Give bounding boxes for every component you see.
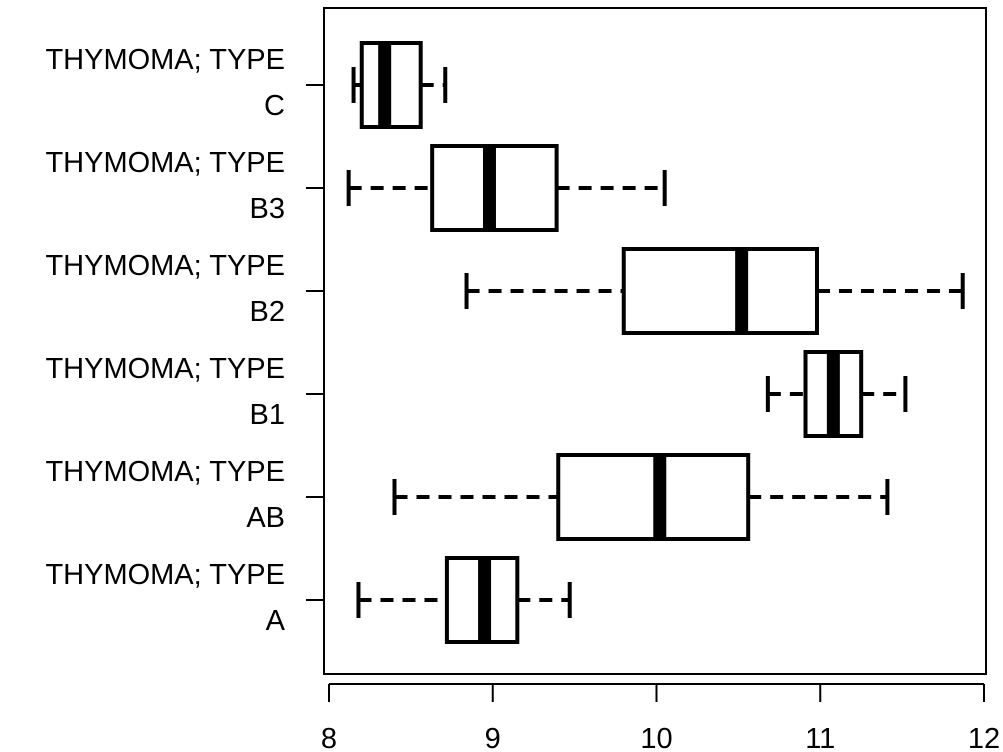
category-label-line2: A [266, 605, 286, 637]
box-group [351, 41, 448, 129]
category-label-line1: THYMOMA; TYPE [45, 353, 285, 385]
box-group [356, 556, 572, 644]
box-group [346, 144, 667, 232]
category-labels: THYMOMA; TYPE A THYMOMA; TYPE AB THYMOMA; TY… [45, 44, 324, 637]
category-label-line2: C [264, 90, 285, 122]
category-label-line2: AB [246, 502, 285, 534]
box-group [392, 453, 890, 541]
category-label-line2: B2 [250, 296, 285, 328]
category-label-line2: B1 [250, 399, 285, 431]
boxes [346, 41, 965, 644]
category-label-line1: THYMOMA; TYPE [45, 456, 285, 488]
category-label-line1: THYMOMA; TYPE [45, 147, 285, 179]
iqr-box [621, 247, 819, 335]
category-label-line2: B3 [250, 193, 285, 225]
x-axis: 8 9 10 11 12 [321, 683, 1000, 752]
iqr-box [359, 41, 423, 129]
category-label-line1: THYMOMA; TYPE [45, 559, 285, 591]
plot-frame [323, 7, 987, 675]
category-label-line1: THYMOMA; TYPE [45, 250, 285, 282]
x-tick-label: 12 [968, 723, 1000, 752]
x-tick-label: 9 [485, 723, 501, 752]
box-group [464, 247, 965, 335]
box-group [765, 350, 908, 438]
iqr-box [556, 453, 751, 541]
x-tick-label: 10 [640, 723, 672, 752]
x-tick-label: 11 [805, 723, 835, 752]
x-tick-label: 8 [321, 723, 337, 752]
category-label-line1: THYMOMA; TYPE [45, 44, 285, 76]
